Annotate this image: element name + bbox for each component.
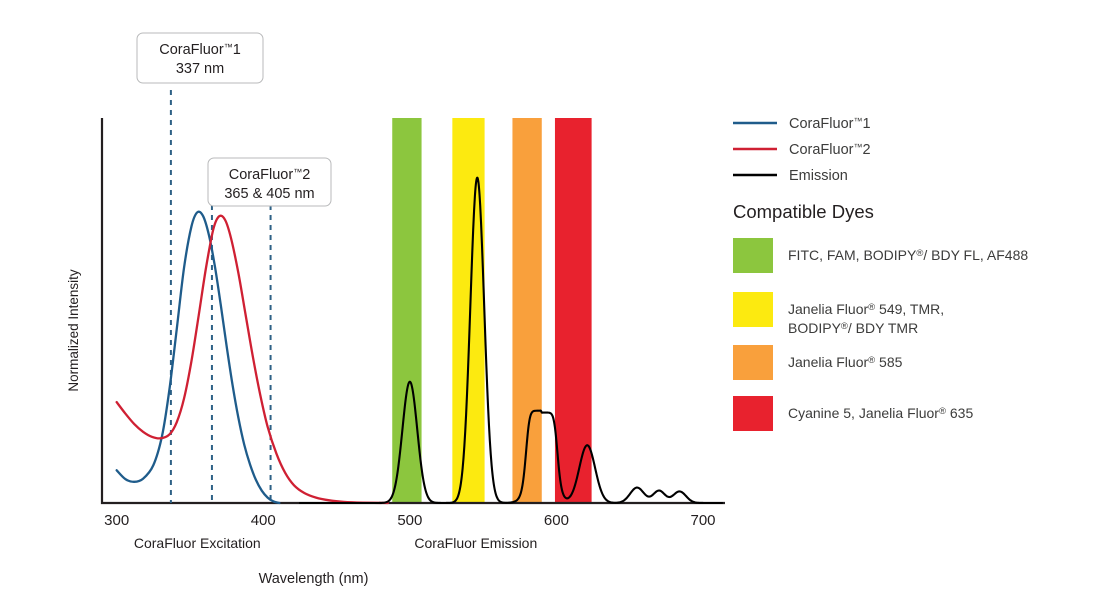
corafluor2-callout-line2: 365 & 405 nm [224,186,314,202]
corafluor2-callout-line1: CoraFluor™2 [229,167,311,183]
curve-emission [298,176,724,505]
corafluor1-callout-box [136,32,264,84]
dye-legend-item: Cyanine 5, Janelia Fluor® 635 [733,396,973,431]
dye-legend-item: Janelia Fluor® 549, TMR, BODIPY®/ BDY TMR [733,292,944,336]
corafluor2-callout-box [207,157,332,207]
region-label-emission: CoraFluor Emission [414,535,537,551]
x-axis-title: Wavelength (nm) [259,571,369,587]
axis-tick-labels: 300 400 500 600 700 CoraFluor Excitation CoraF… [104,512,715,587]
dye-legend-item: Janelia Fluor® 585 [733,345,903,380]
dye-swatch [733,396,773,431]
dye-label-line: BODIPY®/ BDY TMR [788,320,918,336]
spectra-curves [115,176,724,505]
y-axis-title: Normalized Intensity [66,269,81,392]
corafluor2-callout: CoraFluor™2 365 & 405 nm [207,157,332,207]
compatible-dye-bands [392,118,592,503]
xtick-500: 500 [397,512,422,529]
dye-swatch [733,345,773,380]
dye-label-line: Janelia Fluor® 585 [788,354,903,370]
chart-axes: Normalized Intensity [66,118,725,505]
xtick-400: 400 [251,512,276,529]
axis-lines [100,118,725,505]
corafluor1-callout: CoraFluor™1 337 nm [136,32,264,84]
legend-series-label: CoraFluor™2 [789,142,871,158]
curve-corafluor1 [115,210,281,505]
legend-series-item: CoraFluor™2 [733,142,871,158]
dye-swatch [733,238,773,273]
curve-corafluor2 [115,214,389,505]
yellow-band [452,118,485,503]
dye-swatch [733,292,773,327]
excitation-guide-lines [169,90,272,503]
corafluor1-callout-line2: 337 nm [176,61,224,77]
legend-panel: CoraFluor™1 CoraFluor™2 Emission Compatible… [733,116,1028,431]
dye-label-line: Janelia Fluor® 549, TMR, [788,301,944,317]
dye-label-line: Cyanine 5, Janelia Fluor® 635 [788,405,973,421]
legend-series-label: Emission [789,168,848,184]
xtick-600: 600 [544,512,569,529]
legend-series-label: CoraFluor™1 [789,116,871,132]
dye-legend-item: FITC, FAM, BODIPY®/ BDY FL, AF488 [733,238,1028,273]
xtick-300: 300 [104,512,129,529]
red-band [554,118,592,503]
dye-label-line: FITC, FAM, BODIPY®/ BDY FL, AF488 [788,247,1028,263]
legend-series-item: CoraFluor™1 [733,116,871,132]
corafluor1-callout-line1: CoraFluor™1 [159,42,241,58]
compatible-dyes-heading: Compatible Dyes [733,201,874,222]
region-label-excitation: CoraFluor Excitation [134,535,261,551]
green-band [392,118,422,503]
legend-series-item: Emission [733,168,848,184]
xtick-700: 700 [690,512,715,529]
callout-annotations: CoraFluor™1 337 nm CoraFluor™2 365 & 405 nm [136,32,332,207]
